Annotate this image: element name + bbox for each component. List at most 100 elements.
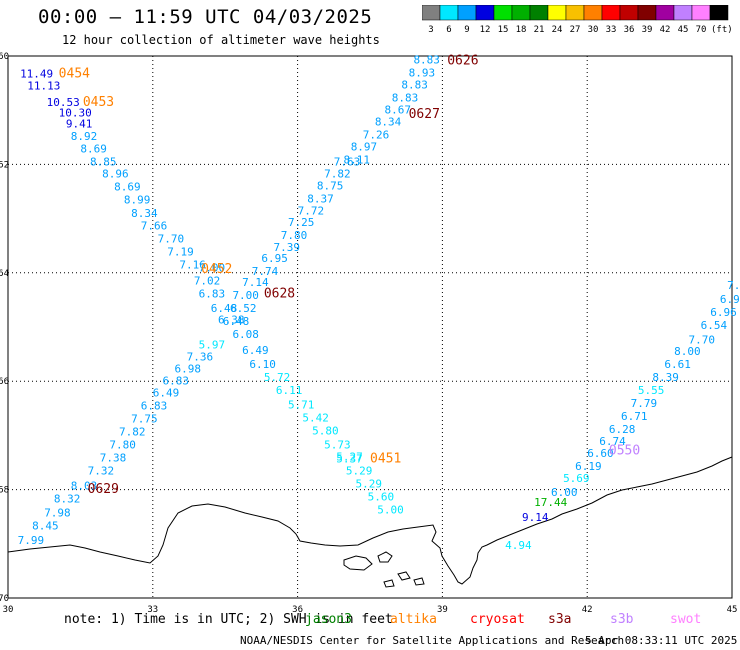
swh-reading: 7.98 [44,507,70,520]
lat-tick-label: 64 [0,269,9,279]
legend-label: 33 [606,25,617,35]
mission-label: jason3 [305,612,352,627]
swh-reading: 6.19 [575,460,602,473]
swh-reading: 7.79 [631,397,658,410]
swh-reading: 8.97 [351,140,378,153]
swh-reading: 5.80 [312,424,339,437]
swh-reading: 7.72 [298,204,325,217]
lat-tick-label: 66 [0,377,9,387]
swh-reading: 9.14 [522,511,549,524]
swh-reading: 7.70 [158,232,185,245]
swh-reading: 6.95 [261,252,288,265]
swh-reading: 6.83 [162,374,189,387]
legend-label: 45 [678,25,689,35]
swh-reading: 7.26 [363,128,390,141]
map-title: 00:00 – 11:59 UTC 04/03/2025 [38,6,373,28]
swh-reading: 8.75 [317,179,344,192]
swh-reading: 11.13 [27,80,60,93]
swh-reading: 7.00 [232,289,259,302]
swh-reading: 7.80 [109,438,136,451]
swh-reading: 6.96 [710,306,737,319]
swh-reading: 7.99 [18,534,45,547]
mission-label: s3a [548,612,572,627]
swh-reading: 5.73 [324,438,351,451]
swh-reading: 8.39 [652,371,679,384]
swh-reading: 11.49 [20,68,53,81]
credit-text: NOAA/NESDIS Center for Satellite Applica… [240,634,625,647]
swh-reading: 6.61 [664,358,691,371]
coastline [7,456,733,585]
swh-reading: 6.38 [218,314,245,327]
swh-reading: 17.44 [534,496,567,509]
swh-reading: 7.74 [252,265,279,278]
lat-tick-label: 62 [0,160,9,170]
island [343,555,373,571]
swh-reading: 6.08 [232,328,259,341]
footnote: note: 1) Time is in UTC; 2) SWH is in fe… [64,612,393,627]
swh-reading: 5.00 [377,503,404,516]
swh-reading: 7.0 [727,279,740,292]
swh-reading: 7.32 [88,464,115,477]
swh-reading: 6.10 [249,358,275,371]
swh-reading: 5.55 [638,384,665,397]
swh-reading: 8.83 [401,79,428,92]
pass-label: 0628 [264,287,295,302]
swh-reading: 6.60 [587,447,614,460]
swh-reading: 9.41 [66,118,93,131]
swh-reading: 8.32 [54,493,81,506]
swh-reading: 8.11 [343,153,370,166]
swh-reading: 6.48 [223,315,250,328]
legend-unit: (ft) [711,25,733,35]
swh-reading: 5.27 [336,450,363,463]
swh-reading: 5.37 [336,453,363,466]
swh-reading: 6.74 [599,435,626,448]
swh-reading: 10.30 [59,107,92,120]
swh-reading: 8.85 [90,155,117,168]
swh-reading: 6.52 [230,302,257,315]
legend-label: 30 [588,25,599,35]
swh-reading: 8.03 [71,480,98,493]
mission-label: cryosat [470,612,525,627]
legend-label: 21 [534,25,545,35]
swh-reading: 8.83 [413,54,440,67]
swh-reading: 5.29 [346,464,373,477]
swh-reading: 5.60 [368,490,395,503]
swh-reading: 7.02 [194,275,221,288]
mission-label: s3b [610,612,634,627]
swh-reading: 7.82 [119,425,146,438]
swh-reading: 6.98 [175,363,202,376]
legend-label: 27 [570,25,581,35]
pass-label: 0629 [88,482,119,497]
color-legend: 3 6 9 12 15 18 21 24 27 30 33 36 39 42 45 70 (ft) [422,5,733,35]
pass-label: 0454 [59,67,90,82]
swh-reading: 6.54 [701,319,728,332]
swh-reading: 8.34 [375,115,402,128]
legend-label: 70 [696,25,707,35]
swh-reading: 6.48 [211,302,238,315]
swh-reading: 10.53 [47,96,80,109]
swh-reading: 8.83 [392,92,419,105]
pass-label: 0626 [447,54,478,69]
swh-reading: 8.00 [674,345,701,358]
swh-reading: 6.28 [609,423,636,436]
swh-reading: 6.71 [621,410,648,423]
legend-label: 24 [552,25,563,35]
map-frame [7,55,733,599]
legend-swatch [709,5,729,21]
swh-reading: 7.36 [187,351,214,364]
swh-reading: 5.71 [288,398,315,411]
swh-reading: 6.49 [153,386,180,399]
mission-label: altika [390,612,437,627]
legend-label: 18 [516,25,527,35]
lat-tick-label: 68 [0,486,9,496]
swh-reading: 7.25 [288,216,315,229]
swh-reading: 8.34 [131,207,158,220]
swh-reading: 7.00 [199,262,226,275]
swh-reading: 7.38 [100,451,127,464]
swh-reading: 4.94 [505,539,532,552]
legend-label: 3 [428,25,433,35]
swh-reading: 7.70 [689,333,716,346]
swh-reading: 8.45 [32,520,59,533]
map-subtitle: 12 hour collection of altimeter wave hei… [62,33,380,47]
